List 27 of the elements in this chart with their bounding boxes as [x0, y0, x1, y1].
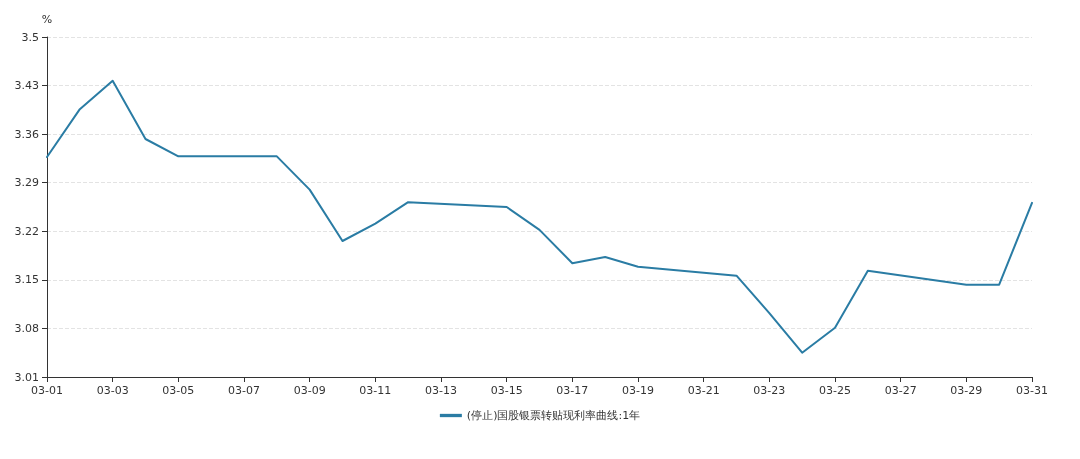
x-tick-label: 03-15 — [490, 384, 523, 397]
y-tick-label: 3.08 — [14, 321, 39, 335]
x-tick-label: 03-01 — [31, 384, 63, 397]
y-tick-label: 3.5 — [21, 30, 39, 44]
y-tick-label: 3.01 — [14, 370, 39, 384]
x-tick-label: 03-03 — [96, 384, 129, 397]
x-tick-label: 03-25 — [819, 384, 851, 397]
x-tick-label: 03-07 — [228, 384, 260, 397]
y-tick-label: 3.22 — [14, 224, 39, 238]
y-tick-label: 3.43 — [14, 79, 39, 93]
x-tick-label: 03-11 — [359, 384, 392, 397]
x-tick-label: 03-13 — [425, 384, 457, 397]
y-tick-label: 3.15 — [14, 273, 39, 287]
line-series — [46, 79, 1033, 354]
x-tick-label: 03-23 — [753, 384, 786, 397]
y-tick-label: 3.29 — [14, 176, 39, 190]
x-tick-label: 03-29 — [950, 384, 983, 397]
x-tick-label: 03-05 — [162, 384, 195, 397]
x-tick-label: 03-17 — [556, 384, 589, 397]
y-axis-title: % — [41, 13, 53, 26]
x-tick-label: 03-21 — [687, 384, 720, 397]
x-tick-label: 03-31 — [1016, 384, 1048, 397]
x-tick-label: 03-19 — [622, 384, 654, 397]
y-tick-label: 3.36 — [14, 127, 39, 141]
legend-label: (停止)国股银票转贴现利率曲线:1年 — [466, 409, 641, 422]
x-tick-label: 03-27 — [884, 384, 917, 397]
x-tick-label: 03-09 — [293, 384, 326, 397]
